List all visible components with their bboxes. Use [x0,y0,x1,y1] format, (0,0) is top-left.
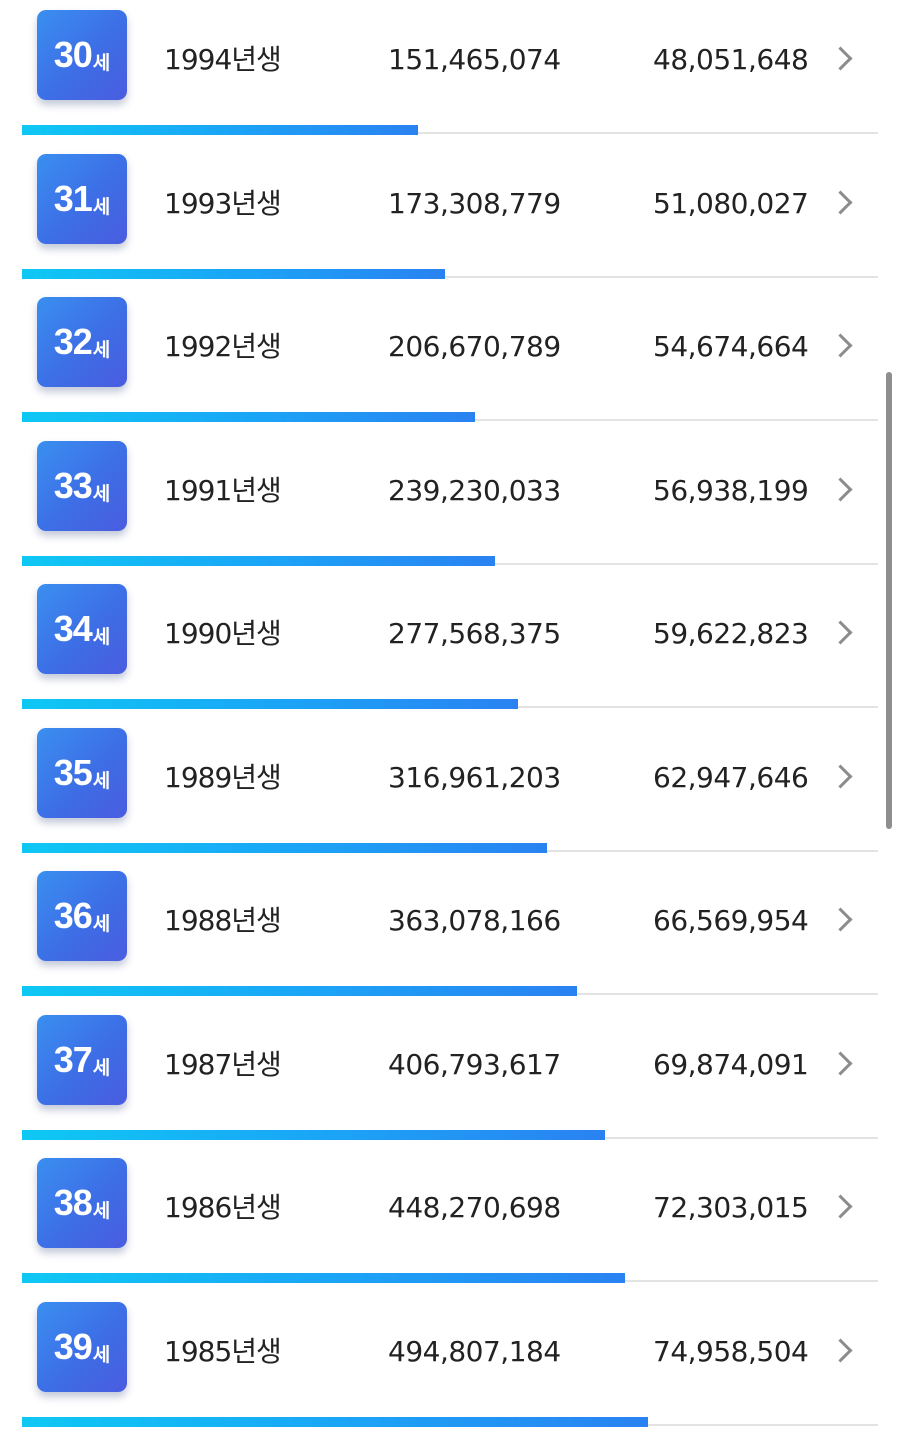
birth-year-label: 1993년생 [164,187,282,220]
birth-year-label: 1991년생 [164,474,282,507]
birth-year-label: 1988년생 [164,904,282,937]
birth-year-label: 1990년생 [164,617,282,650]
annual-amount: 74,958,504 [653,1335,809,1368]
total-amount: 239,230,033 [388,474,561,507]
chevron-right-icon[interactable] [828,477,853,502]
list-item[interactable]: 36 세 1988년생 363,078,166 66,569,954 [0,861,900,1005]
total-amount: 494,807,184 [388,1335,561,1368]
age-unit: 세 [92,912,111,935]
age-unit: 세 [92,1199,111,1222]
chevron-right-icon[interactable] [828,907,853,932]
progress-bar [22,986,577,996]
chevron-right-icon[interactable] [828,46,853,71]
list-item[interactable]: 35 세 1989년생 316,961,203 62,947,646 [0,718,900,862]
age-number: 34 [53,608,93,649]
list-item[interactable]: 33 세 1991년생 239,230,033 56,938,199 [0,431,900,575]
chevron-right-icon[interactable] [828,190,853,215]
age-unit: 세 [92,482,111,505]
age-badge: 35 세 [37,728,127,818]
list-item[interactable]: 37 세 1987년생 406,793,617 69,874,091 [0,1005,900,1149]
progress-bar [22,1273,625,1283]
progress-bar [22,1130,605,1140]
age-number: 32 [53,321,93,362]
age-badge: 33 세 [37,441,127,531]
age-badge: 39 세 [37,1302,127,1392]
progress-bar [22,412,475,422]
chevron-right-icon[interactable] [828,1051,853,1076]
age-number: 31 [53,178,93,219]
progress-bar [22,125,418,135]
age-unit: 세 [92,195,111,218]
total-amount: 173,308,779 [388,187,561,220]
progress-track [22,276,878,278]
age-unit: 세 [92,769,111,792]
progress-bar [22,699,518,709]
birth-year-label: 1989년생 [164,761,282,794]
birth-year-label: 1987년생 [164,1048,282,1081]
age-badge: 34 세 [37,584,127,674]
age-badge: 37 세 [37,1015,127,1105]
age-number: 35 [53,752,93,793]
total-amount: 277,568,375 [388,617,561,650]
progress-bar [22,1417,648,1427]
annual-amount: 66,569,954 [653,904,809,937]
annual-amount: 51,080,027 [653,187,809,220]
list-item[interactable]: 32 세 1992년생 206,670,789 54,674,664 [0,287,900,431]
list-item[interactable]: 38 세 1986년생 448,270,698 72,303,015 [0,1148,900,1292]
chevron-right-icon[interactable] [828,1194,853,1219]
birth-year-label: 1986년생 [164,1191,282,1224]
scrollbar[interactable] [886,372,892,829]
annual-amount: 56,938,199 [653,474,809,507]
total-amount: 448,270,698 [388,1191,561,1224]
age-number: 39 [53,1326,93,1367]
birth-year-label: 1992년생 [164,330,282,363]
age-number: 30 [53,34,93,75]
age-badge: 36 세 [37,871,127,961]
age-badge: 30 세 [37,10,127,100]
age-unit: 세 [92,625,111,648]
age-number: 37 [53,1039,93,1080]
chevron-right-icon[interactable] [828,620,853,645]
progress-bar [22,843,547,853]
birth-year-label: 1994년생 [164,43,282,76]
total-amount: 316,961,203 [388,761,561,794]
chevron-right-icon[interactable] [828,1338,853,1363]
age-number: 38 [53,1182,93,1223]
chevron-right-icon[interactable] [828,764,853,789]
annual-amount: 48,051,648 [653,43,809,76]
list-item[interactable]: 30 세 1994년생 151,465,074 48,051,648 [0,0,900,144]
chevron-right-icon[interactable] [828,333,853,358]
annual-amount: 59,622,823 [653,617,809,650]
progress-bar [22,556,495,566]
age-number: 33 [53,465,93,506]
age-unit: 세 [92,1056,111,1079]
annual-amount: 62,947,646 [653,761,809,794]
annual-amount: 69,874,091 [653,1048,809,1081]
total-amount: 206,670,789 [388,330,561,363]
total-amount: 406,793,617 [388,1048,561,1081]
age-badge: 38 세 [37,1158,127,1248]
age-number: 36 [53,895,93,936]
total-amount: 363,078,166 [388,904,561,937]
age-unit: 세 [92,51,111,74]
list-item[interactable]: 39 세 1985년생 494,807,184 74,958,504 [0,1292,900,1436]
age-unit: 세 [92,1343,111,1366]
progress-track [22,132,878,134]
age-unit: 세 [92,338,111,361]
annual-amount: 54,674,664 [653,330,809,363]
annual-amount: 72,303,015 [653,1191,809,1224]
age-badge: 31 세 [37,154,127,244]
age-badge: 32 세 [37,297,127,387]
list-item[interactable]: 34 세 1990년생 277,568,375 59,622,823 [0,574,900,718]
list-item[interactable]: 31 세 1993년생 173,308,779 51,080,027 [0,144,900,288]
progress-bar [22,269,445,279]
total-amount: 151,465,074 [388,43,561,76]
birth-year-label: 1985년생 [164,1335,282,1368]
